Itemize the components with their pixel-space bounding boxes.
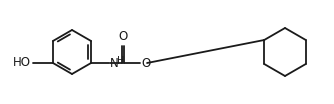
Text: O: O: [119, 30, 128, 43]
Text: N: N: [110, 56, 119, 69]
Text: HO: HO: [13, 56, 31, 69]
Text: O: O: [141, 56, 150, 69]
Text: H: H: [117, 56, 124, 66]
